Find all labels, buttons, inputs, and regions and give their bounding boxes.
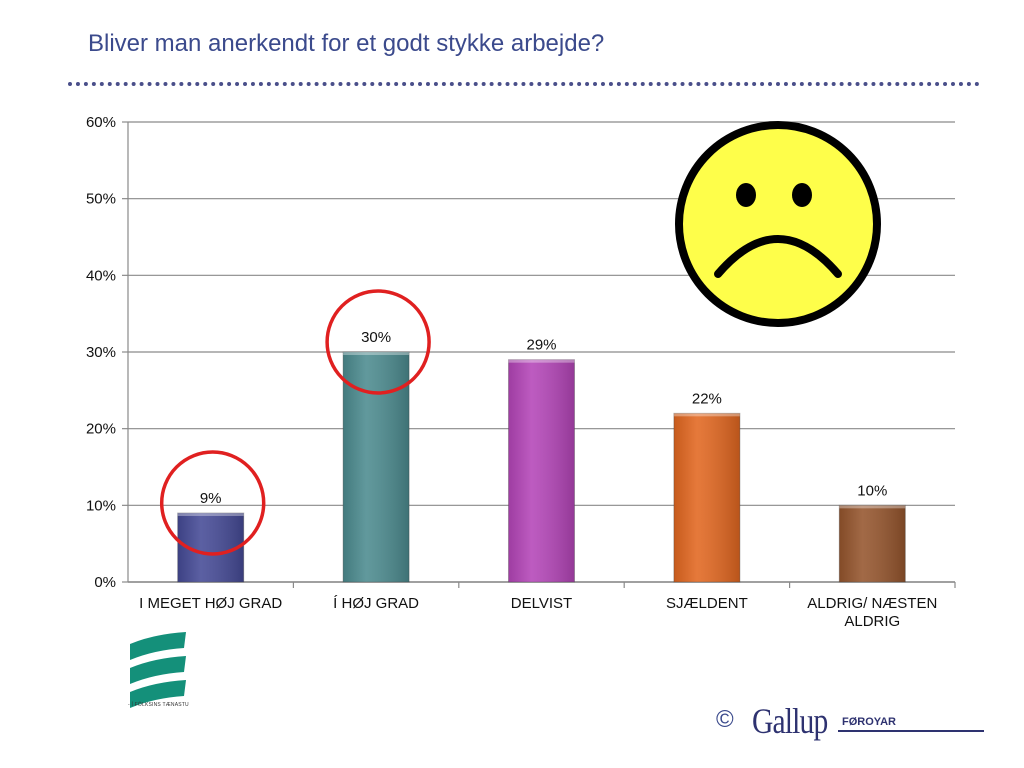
y-tick-label: 60% [86, 114, 116, 131]
bar-chart: 0% 10% 20% 30% 40% 50% 60% 9% I MEGET HØJ GRAD 30… [86, 114, 956, 630]
bar-top-highlight [177, 513, 244, 516]
brand-subtitle: FØROYAR [842, 716, 896, 728]
data-label: 9% [200, 490, 222, 507]
category-label: SJÆLDENT [666, 595, 748, 612]
page-title: Bliver man anerkendt for et godt stykke … [88, 30, 605, 57]
data-label: 22% [692, 390, 722, 407]
data-label: 10% [857, 482, 887, 499]
logo-tagline: - Í FÓLKSINS TÆNASTU [128, 702, 189, 708]
bar-shading [673, 413, 740, 582]
y-tick-label: 0% [94, 574, 116, 591]
bar-top-highlight [839, 505, 906, 509]
bar-top-highlight [508, 359, 575, 363]
y-tick-label: 40% [86, 267, 116, 284]
data-label: 30% [361, 329, 391, 346]
bar-shading [839, 505, 906, 582]
y-tick-label: 20% [86, 421, 116, 438]
sad-face-icon [675, 121, 881, 327]
category-label: ALDRIG/ NÆSTEN [807, 595, 937, 612]
data-label: 29% [526, 337, 556, 354]
right-eye [792, 183, 812, 207]
face-outline [675, 121, 881, 327]
left-eye [736, 183, 756, 207]
frown-mouth [714, 235, 842, 278]
highlight-circle [325, 289, 431, 395]
y-tick-label: 50% [86, 191, 116, 208]
brand-name: Gallup [752, 701, 828, 741]
y-tick-label: 30% [86, 344, 116, 361]
title-divider [68, 82, 980, 86]
category-label: Í HØJ GRAD [333, 595, 419, 612]
bar-top-highlight [343, 352, 410, 355]
y-tick-label: 10% [86, 497, 116, 514]
category-label: DELVIST [511, 595, 572, 612]
brand-underline [838, 730, 984, 732]
bar-shading [508, 359, 575, 582]
category-label: I MEGET HØJ GRAD [139, 595, 282, 612]
company-logo [130, 632, 186, 708]
bar-top-highlight [673, 413, 740, 417]
highlight-circle [159, 450, 266, 556]
category-label: ALDRIG [844, 613, 900, 630]
copyright-symbol: © [716, 706, 734, 733]
